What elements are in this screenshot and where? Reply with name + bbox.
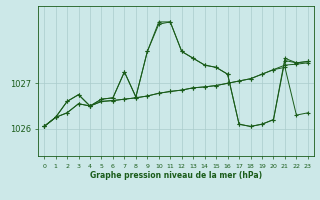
X-axis label: Graphe pression niveau de la mer (hPa): Graphe pression niveau de la mer (hPa) — [90, 171, 262, 180]
